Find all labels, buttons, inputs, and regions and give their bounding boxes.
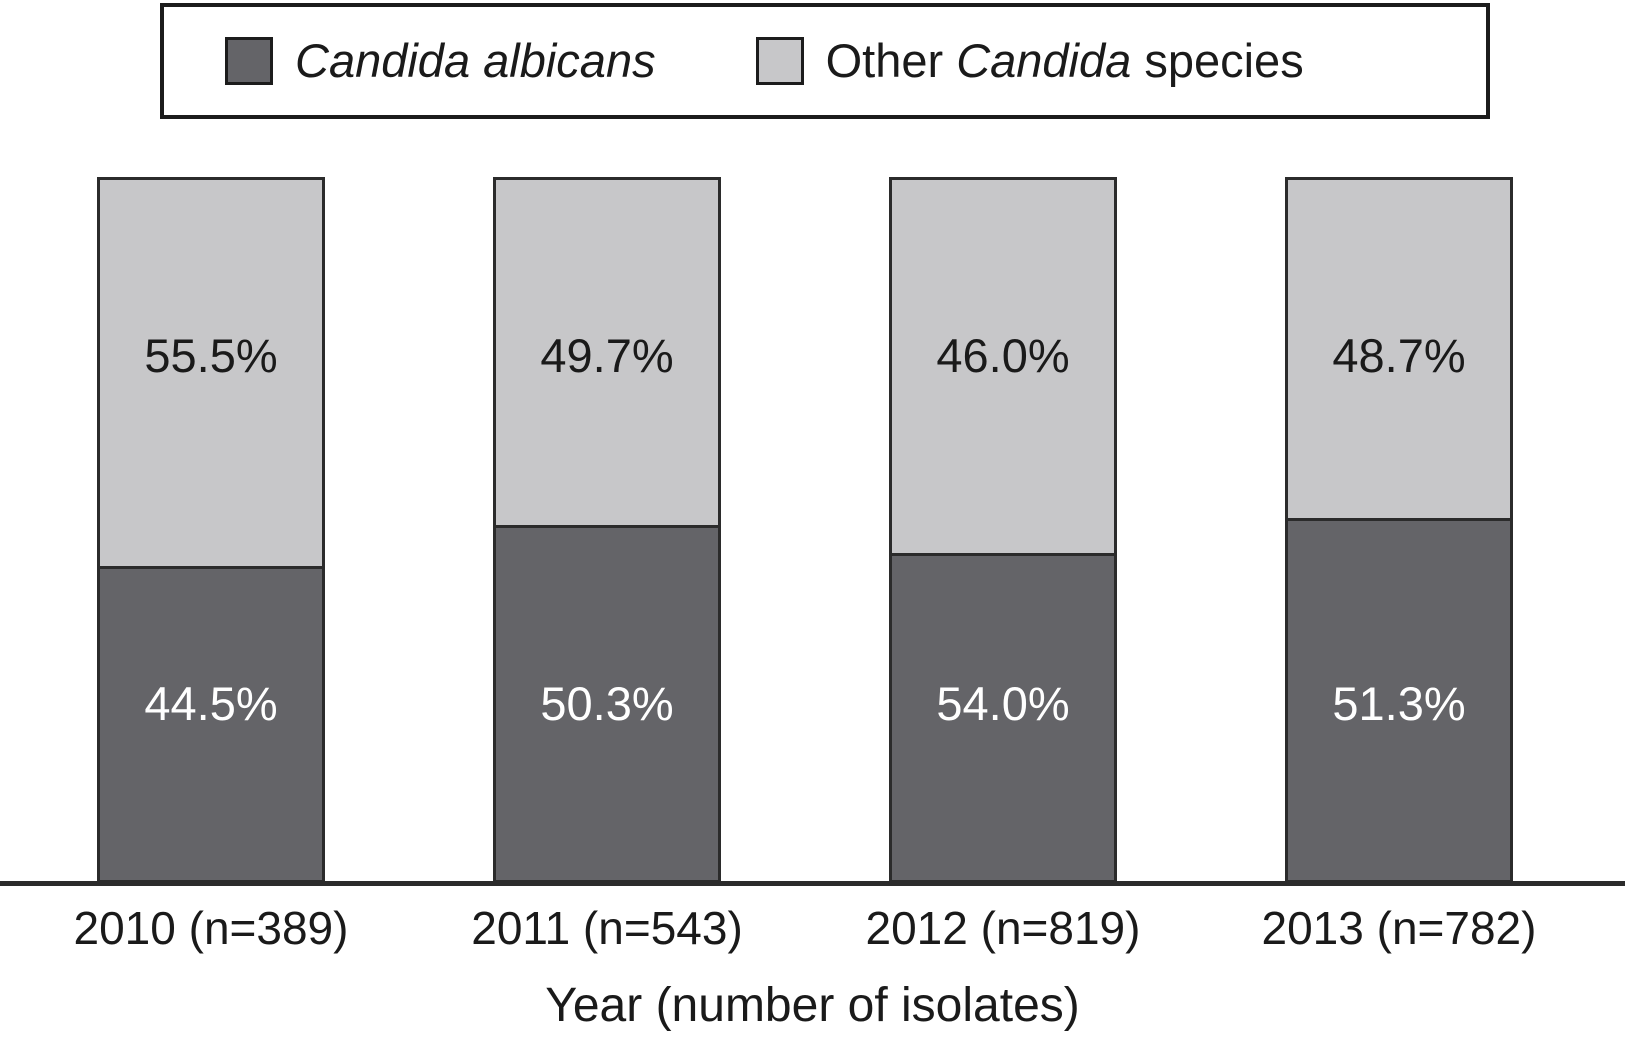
x-tick-2010: 2010 (n=389) [73,902,349,954]
other-pct-label-2010: 55.5% [144,329,278,382]
x-tick-2013: 2013 (n=782) [1261,902,1537,954]
other-species-segment-2010 [100,180,322,569]
bar-2011: 49.7% 50.3% [493,177,721,883]
legend-item-candida-albicans: Candida albicans [225,35,656,87]
bar-2013: 48.7% 51.3% [1285,177,1513,883]
legend-text-candida-albicans: Candida albicans [295,34,656,88]
albicans-segment-2012 [892,555,1114,880]
albicans-pct-label-2010: 44.5% [144,677,278,730]
x-axis-title: Year (number of isolates) [545,979,1080,1032]
legend-text-other: Other [825,34,957,88]
other-species-segment-2013 [1288,180,1510,521]
x-axis-line [0,881,1625,886]
other-pct-label-2012: 46.0% [936,329,1070,382]
other-species-segment-2011 [496,180,718,528]
legend-swatch-candida-albicans-icon [225,37,273,85]
albicans-segment-2013 [1288,520,1510,880]
legend-label-candida-albicans: Candida albicans [295,35,656,87]
albicans-segment-2010 [100,568,322,880]
legend-label-other-candida: Other Candida species [826,35,1304,87]
other-pct-label-2011: 49.7% [540,329,674,382]
legend-text-species: species [1131,34,1304,88]
legend-text-candida: Candida [956,34,1132,88]
albicans-pct-label-2013: 51.3% [1332,677,1466,730]
x-tick-2011: 2011 (n=543) [471,902,743,954]
albicans-segment-2011 [496,527,718,880]
other-pct-label-2013: 48.7% [1332,329,1466,382]
bar-2012: 46.0% 54.0% [889,177,1117,883]
albicans-pct-label-2011: 50.3% [540,677,674,730]
albicans-pct-label-2012: 54.0% [936,677,1070,730]
legend-item-other-candida: Other Candida species [755,35,1304,87]
bar-2010: 55.5% 44.5% [97,177,325,883]
legend-swatch-other-candida-icon [755,37,804,85]
other-species-segment-2012 [892,180,1114,556]
legend: Candida albicans Other Candida species [160,3,1490,119]
x-tick-2012: 2012 (n=819) [865,902,1141,954]
